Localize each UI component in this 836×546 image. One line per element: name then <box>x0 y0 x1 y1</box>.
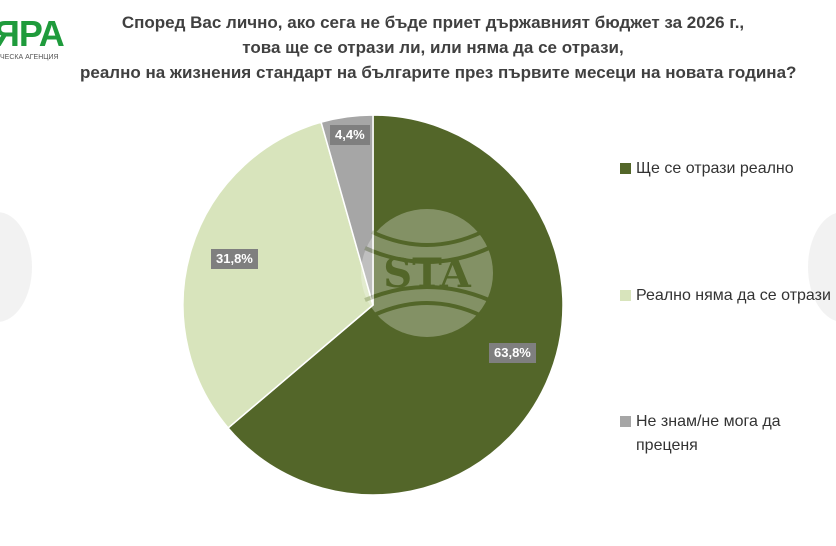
svg-text:STA: STA <box>383 250 471 297</box>
title-line-3: реално на жизнения стандарт на българите… <box>80 63 797 82</box>
data-label-will-not-affect: 31,8% <box>211 249 258 269</box>
slice-will-not-affect <box>182 121 374 429</box>
legend-swatch <box>620 416 631 427</box>
chart-title: Според Вас лично, ако сега не бъде приет… <box>80 10 797 85</box>
data-label-will-affect: 63,8% <box>489 343 536 363</box>
legend-label: Не знам/не мога да <box>636 413 781 430</box>
legend-label-line-2: преценя <box>636 437 698 454</box>
slice-will-affect <box>227 114 564 496</box>
slice-dont-know <box>320 114 374 306</box>
sta-watermark: STA <box>361 209 493 337</box>
legend-label: Ще се отрази реално <box>636 160 794 177</box>
legend-swatch <box>620 290 631 301</box>
agency-logo: ЯРА ЧЕСКА АГЕНЦИЯ <box>0 8 80 62</box>
legend-label: Реално няма да се отрази <box>636 287 831 304</box>
legend-swatch <box>620 163 631 174</box>
data-label-dont-know: 4,4% <box>330 125 370 145</box>
logo-word: ЯРА <box>0 13 65 54</box>
logo-subtitle: ЧЕСКА АГЕНЦИЯ <box>0 54 59 61</box>
title-line-2: това ще се отрази ли, или няма да се отр… <box>242 38 624 57</box>
title-line-1: Според Вас лично, ако сега не бъде приет… <box>121 13 745 32</box>
